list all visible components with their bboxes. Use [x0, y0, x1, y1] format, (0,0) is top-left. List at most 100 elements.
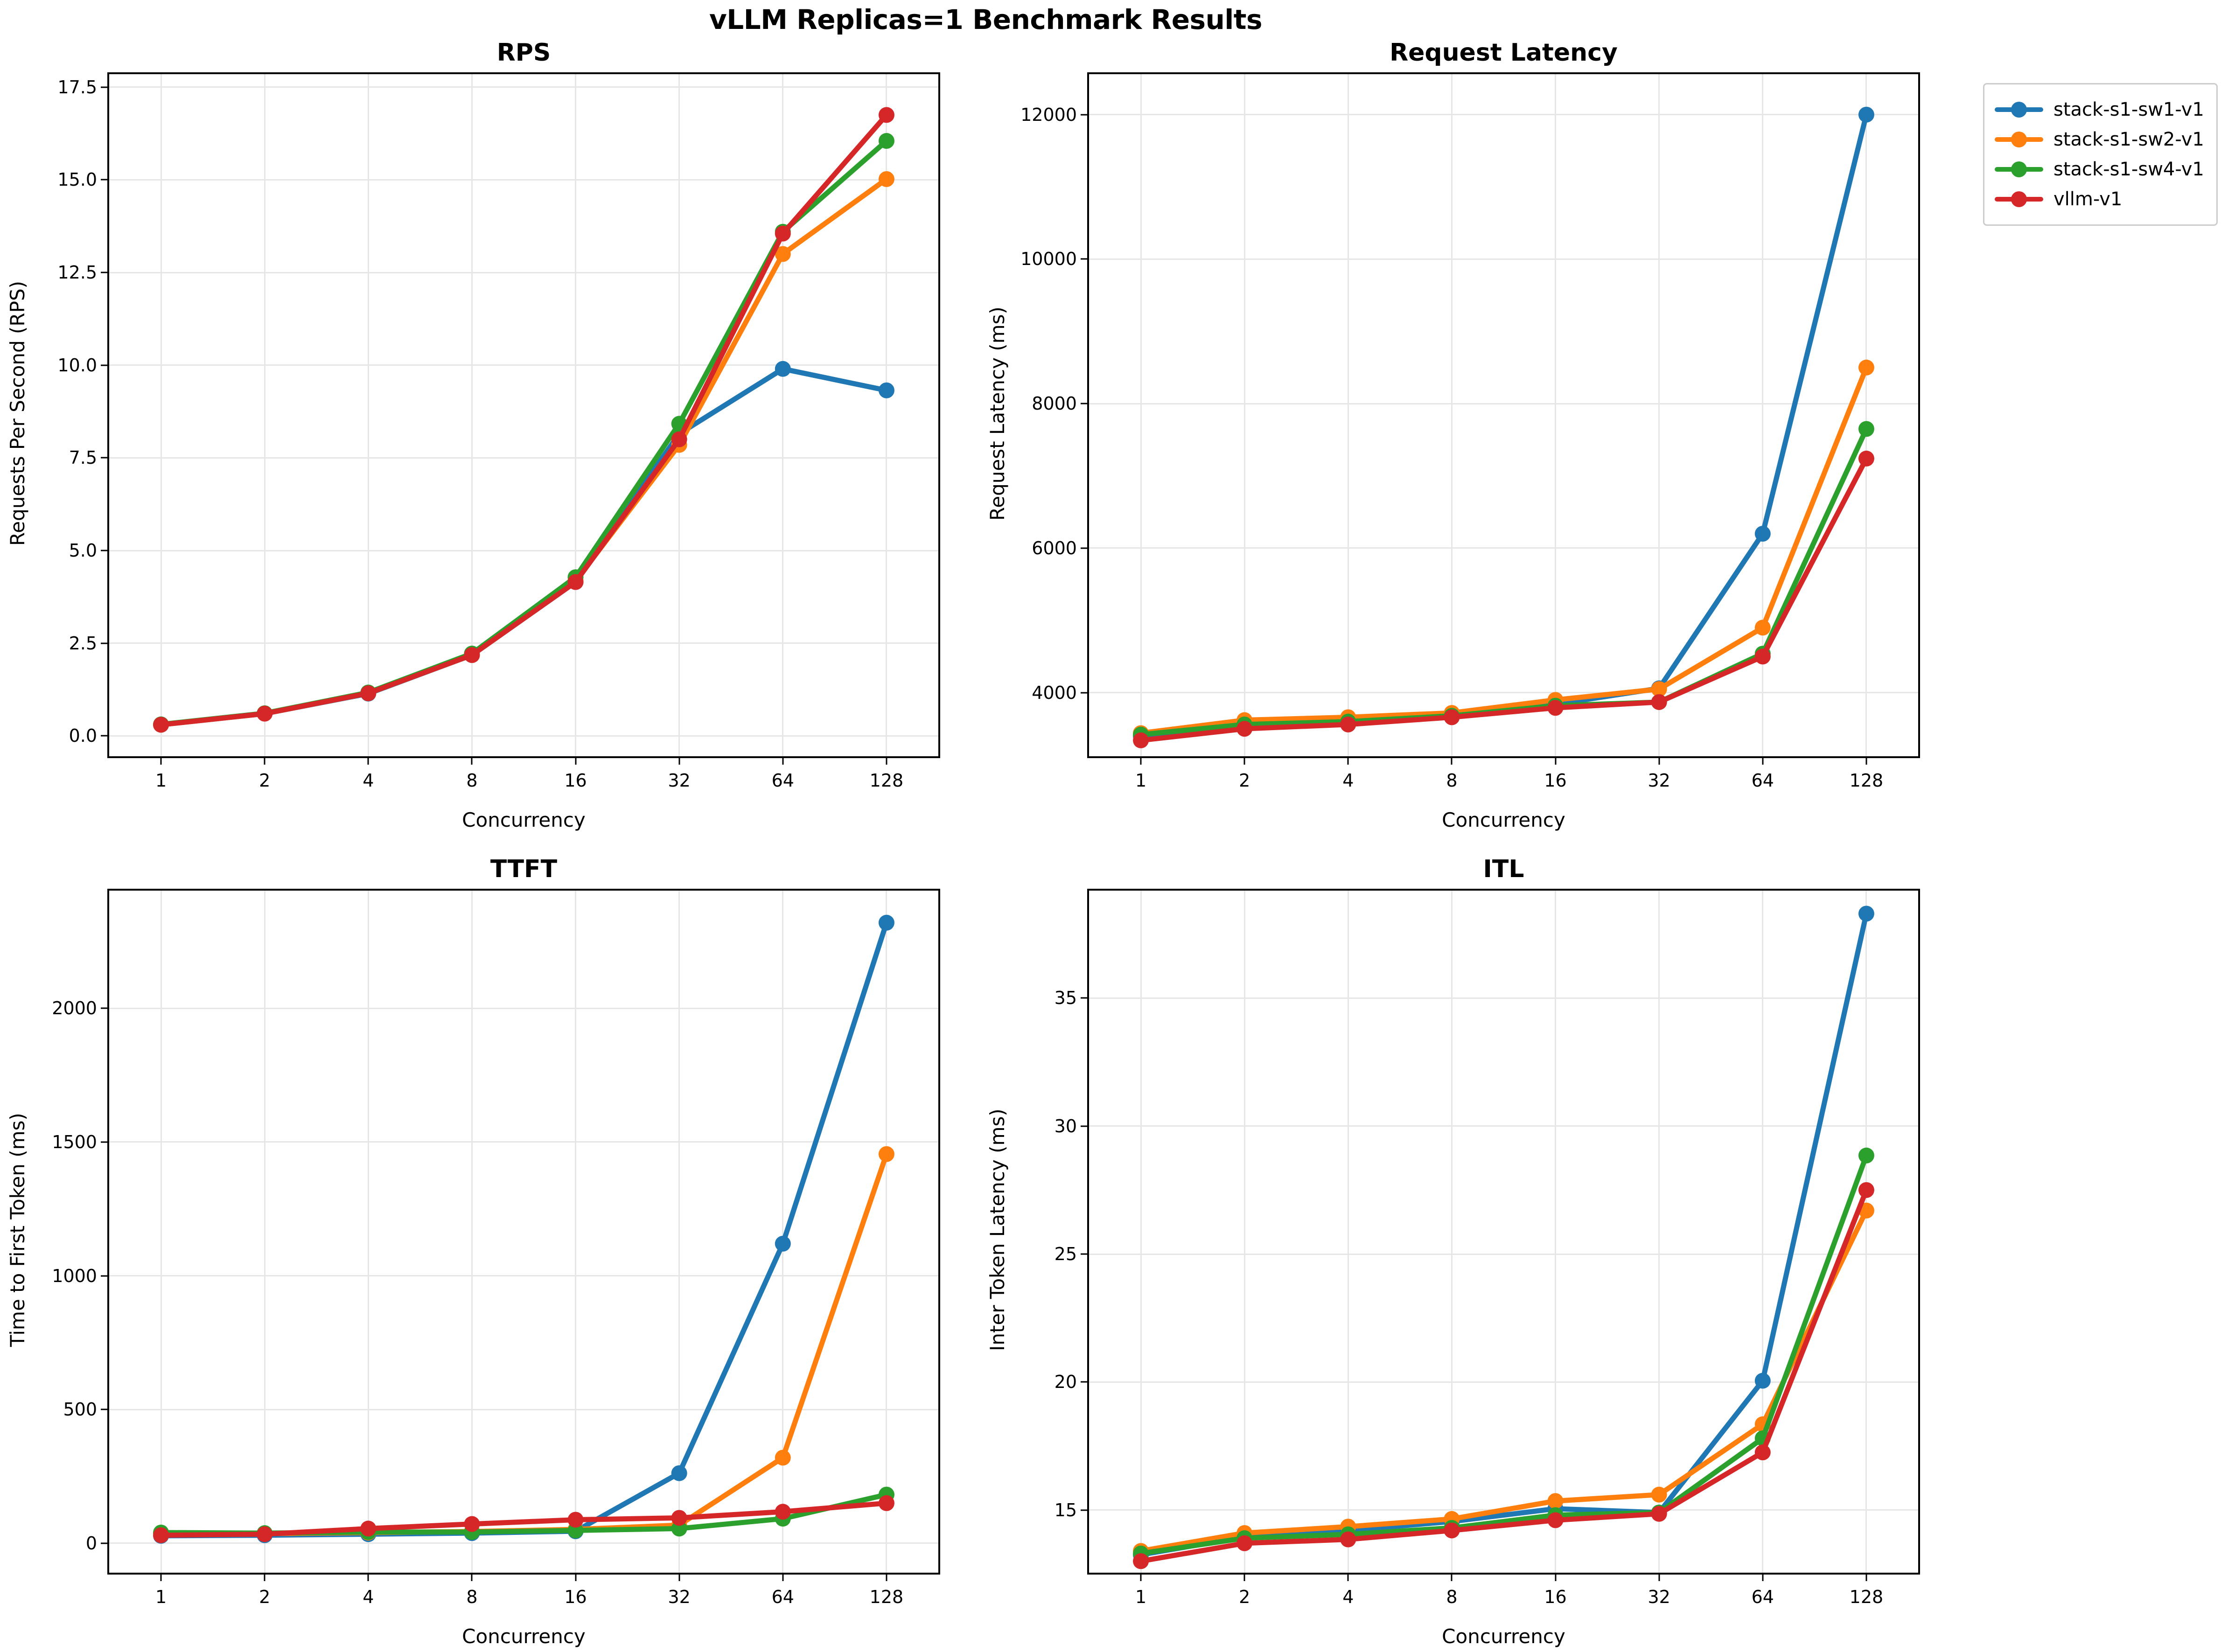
gridline-vertical	[264, 74, 265, 756]
plot-area-ttft: 1 2 4 8 16 32 64 128 0 500 1000 1500 2000	[52, 889, 940, 1607]
xtick-mark	[1762, 1573, 1764, 1581]
xtick-mark	[1658, 1573, 1660, 1581]
ytick-label: 0.0	[69, 725, 97, 746]
gridline-vertical	[1658, 74, 1660, 756]
xtick-label: 8	[1446, 770, 1458, 791]
xtick-mark	[678, 1573, 680, 1581]
xtick-label: 32	[1648, 770, 1670, 791]
gridline-vertical	[678, 891, 680, 1573]
data-point-marker	[1651, 1506, 1667, 1522]
xtick-label: 4	[1342, 770, 1354, 791]
ytick-mark	[101, 1007, 109, 1009]
gridline-horizontal	[1089, 997, 1918, 999]
data-point-marker	[1444, 1522, 1460, 1539]
xtick-mark	[367, 756, 369, 765]
data-point-marker	[1754, 1373, 1771, 1389]
gridline-horizontal	[109, 364, 938, 366]
ytick-mark	[1081, 114, 1089, 116]
legend-swatch-icon	[1995, 154, 2043, 184]
subplot-ttft: TTFT 1 2 4 8 16 32 64 128 0 500 1000 1500 2000 Concu…	[6, 855, 940, 1648]
ytick-mark	[101, 1542, 109, 1544]
legend-item[interactable]: vllm-v1	[1995, 184, 2204, 214]
ytick-mark	[101, 457, 109, 459]
xtick-mark	[160, 1573, 162, 1581]
data-point-marker	[1858, 1147, 1874, 1164]
xtick-label: 128	[869, 770, 904, 791]
xtick-label: 128	[1849, 770, 1884, 791]
gridline-vertical	[1865, 891, 1867, 1573]
gridline-vertical	[886, 891, 887, 1573]
gridline-vertical	[782, 891, 784, 1573]
legend-item[interactable]: stack-s1-sw1-v1	[1995, 95, 2204, 125]
gridline-horizontal	[1089, 1381, 1918, 1383]
ytick-mark	[1081, 403, 1089, 404]
ytick-mark	[1081, 1253, 1089, 1255]
data-point-marker	[1858, 450, 1874, 467]
gridline-vertical	[1243, 74, 1245, 756]
xtick-label: 4	[1342, 1587, 1354, 1607]
ytick-mark	[101, 179, 109, 181]
xtick-label: 8	[466, 770, 478, 791]
plot-area-itl: 1 2 4 8 16 32 64 128 15 20 25 30 35	[1055, 889, 1920, 1607]
data-point-marker	[1651, 681, 1667, 697]
ytick-label: 12000	[1020, 104, 1077, 125]
subplot-title-itl: ITL	[1483, 855, 1524, 883]
gridline-vertical	[1451, 74, 1453, 756]
xtick-mark	[1865, 1573, 1867, 1581]
gridline-horizontal	[109, 735, 938, 737]
series-layer	[1133, 906, 1874, 1569]
data-point-marker	[1754, 648, 1771, 665]
data-point-marker	[153, 1527, 169, 1543]
data-point-marker	[1236, 721, 1253, 737]
gridline-vertical	[575, 74, 577, 756]
gridline-horizontal	[109, 1007, 938, 1009]
xtick-label: 2	[259, 1587, 271, 1607]
ytick-mark	[101, 86, 109, 88]
xtick-mark	[1140, 756, 1142, 765]
series-line	[158, 1151, 889, 1536]
ytick-label: 4000	[1032, 682, 1077, 703]
gridline-horizontal	[109, 457, 938, 459]
xtick-label: 1	[1135, 770, 1147, 791]
gridline-vertical	[471, 74, 473, 756]
data-point-marker	[1858, 106, 1874, 123]
legend: stack-s1-sw1-v1 stack-s1-sw2-v1 stack-s1-s…	[1983, 83, 2218, 226]
legend-label: stack-s1-sw4-v1	[2053, 159, 2204, 180]
gridline-horizontal	[1089, 692, 1918, 694]
series-layer	[153, 914, 894, 1544]
data-point-marker	[1547, 1512, 1564, 1528]
gridline-vertical	[1140, 891, 1142, 1573]
xtick-mark	[1865, 756, 1867, 765]
series-line	[1138, 1187, 1869, 1564]
xtick-mark	[1347, 756, 1349, 765]
ytick-label: 0	[85, 1533, 97, 1554]
series-line	[1138, 112, 1869, 739]
subplot-itl: ITL 1 2 4 8 16 32 64 128 15 20 25 30 35 Concurrency …	[986, 855, 1920, 1648]
data-point-marker	[464, 647, 480, 663]
figure-suptitle: vLLM Replicas=1 Benchmark Results	[709, 4, 1263, 35]
xtick-label: 128	[1849, 1587, 1884, 1607]
data-point-marker	[1858, 359, 1874, 376]
legend-item[interactable]: stack-s1-sw2-v1	[1995, 125, 2204, 154]
xtick-label: 64	[771, 770, 794, 791]
xtick-label: 8	[1446, 1587, 1458, 1607]
xtick-mark	[1555, 1573, 1557, 1581]
data-point-marker	[878, 171, 894, 187]
ytick-mark	[1081, 1125, 1089, 1127]
data-point-marker	[1754, 620, 1771, 636]
gridline-vertical	[678, 74, 680, 756]
ytick-label: 6000	[1032, 537, 1077, 558]
legend-item[interactable]: stack-s1-sw4-v1	[1995, 154, 2204, 184]
data-point-marker	[1340, 716, 1356, 732]
ytick-mark	[101, 642, 109, 644]
ytick-label: 12.5	[57, 262, 97, 283]
gridline-horizontal	[109, 272, 938, 273]
ytick-mark	[1081, 547, 1089, 549]
xaxis-label-request-latency: Concurrency	[1442, 809, 1565, 831]
ytick-label: 5.0	[69, 540, 97, 561]
xtick-mark	[367, 1573, 369, 1581]
ytick-mark	[101, 364, 109, 366]
xtick-label: 64	[771, 1587, 794, 1607]
gridline-horizontal	[1089, 1125, 1918, 1127]
xtick-mark	[1451, 756, 1453, 765]
